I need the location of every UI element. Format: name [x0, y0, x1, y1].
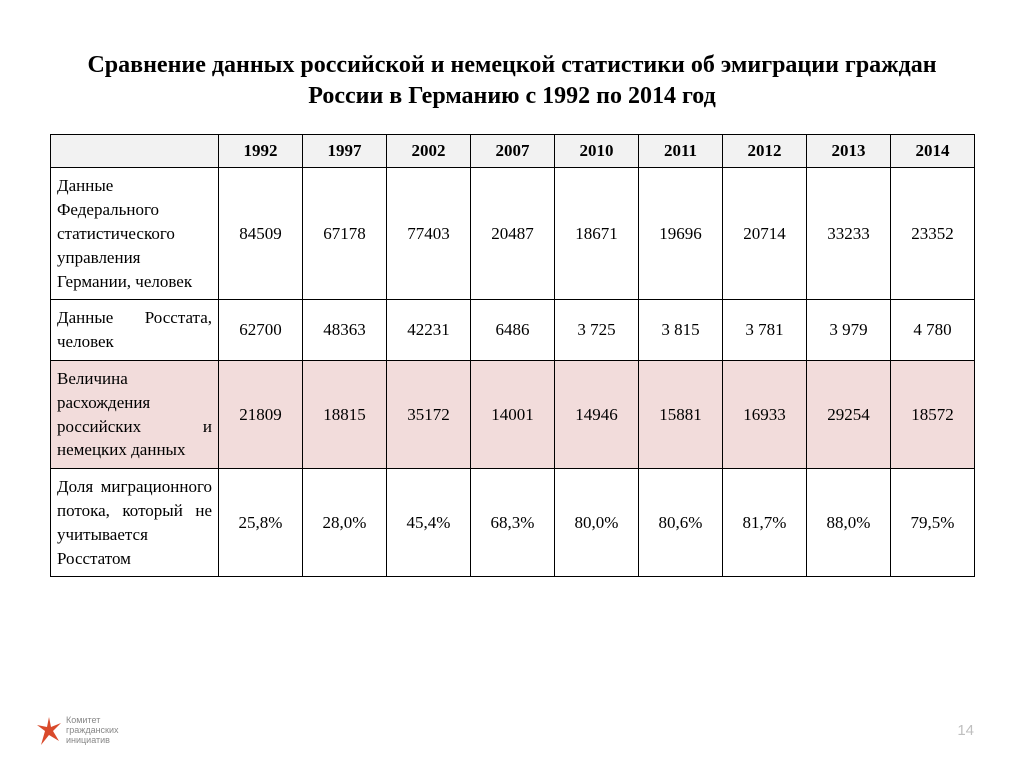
year-header: 2010: [555, 135, 639, 168]
year-header: 2011: [639, 135, 723, 168]
year-header: 2013: [807, 135, 891, 168]
cell: 35172: [387, 360, 471, 468]
cell: 45,4%: [387, 469, 471, 577]
cell: 42231: [387, 300, 471, 361]
cell: 18815: [303, 360, 387, 468]
cell: 80,0%: [555, 469, 639, 577]
cell: 23352: [891, 168, 975, 300]
cell: 25,8%: [219, 469, 303, 577]
cell: 18572: [891, 360, 975, 468]
cell: 20487: [471, 168, 555, 300]
year-header: 1997: [303, 135, 387, 168]
data-table: 1992 1997 2002 2007 2010 2011 2012 2013 …: [50, 134, 975, 577]
cell: 3 979: [807, 300, 891, 361]
cell: 79,5%: [891, 469, 975, 577]
table-header-row: 1992 1997 2002 2007 2010 2011 2012 2013 …: [51, 135, 975, 168]
year-header: 2014: [891, 135, 975, 168]
cell: 68,3%: [471, 469, 555, 577]
cell: 18671: [555, 168, 639, 300]
cell: 81,7%: [723, 469, 807, 577]
cell: 6486: [471, 300, 555, 361]
slide-title: Сравнение данных российской и немецкой с…: [50, 50, 974, 112]
cell: 4 780: [891, 300, 975, 361]
table-row: Доля миграционного потока, который не уч…: [51, 469, 975, 577]
cell: 20714: [723, 168, 807, 300]
cell: 77403: [387, 168, 471, 300]
table-row: Данные Росстата, человек 62700 48363 422…: [51, 300, 975, 361]
row-label: Доля миграционного потока, который не уч…: [51, 469, 219, 577]
year-header: 2012: [723, 135, 807, 168]
star-icon: [35, 715, 63, 747]
cell: 29254: [807, 360, 891, 468]
cell: 16933: [723, 360, 807, 468]
table-body: Данные Федерального статистического упра…: [51, 168, 975, 577]
cell: 28,0%: [303, 469, 387, 577]
year-header: 1992: [219, 135, 303, 168]
cell: 33233: [807, 168, 891, 300]
row-label: Данные Росстата, человек: [51, 300, 219, 361]
cell: 62700: [219, 300, 303, 361]
table-row-highlight: Величина расхождения российских и немецк…: [51, 360, 975, 468]
cell: 3 781: [723, 300, 807, 361]
footer-logo: Комитет гражданских инициатив: [35, 715, 119, 747]
cell: 84509: [219, 168, 303, 300]
year-header: 2002: [387, 135, 471, 168]
page-number: 14: [957, 722, 974, 739]
row-label: Данные Федерального статистического упра…: [51, 168, 219, 300]
row-label: Величина расхождения российских и немецк…: [51, 360, 219, 468]
cell: 88,0%: [807, 469, 891, 577]
cell: 19696: [639, 168, 723, 300]
cell: 67178: [303, 168, 387, 300]
cell: 48363: [303, 300, 387, 361]
cell: 3 815: [639, 300, 723, 361]
footer-text: Комитет гражданских инициатив: [66, 716, 119, 746]
cell: 15881: [639, 360, 723, 468]
cell: 14001: [471, 360, 555, 468]
year-header: 2007: [471, 135, 555, 168]
cell: 80,6%: [639, 469, 723, 577]
cell: 21809: [219, 360, 303, 468]
cell: 3 725: [555, 300, 639, 361]
table-row: Данные Федерального статистического упра…: [51, 168, 975, 300]
cell: 14946: [555, 360, 639, 468]
corner-cell: [51, 135, 219, 168]
footer-line: инициатив: [66, 736, 119, 746]
